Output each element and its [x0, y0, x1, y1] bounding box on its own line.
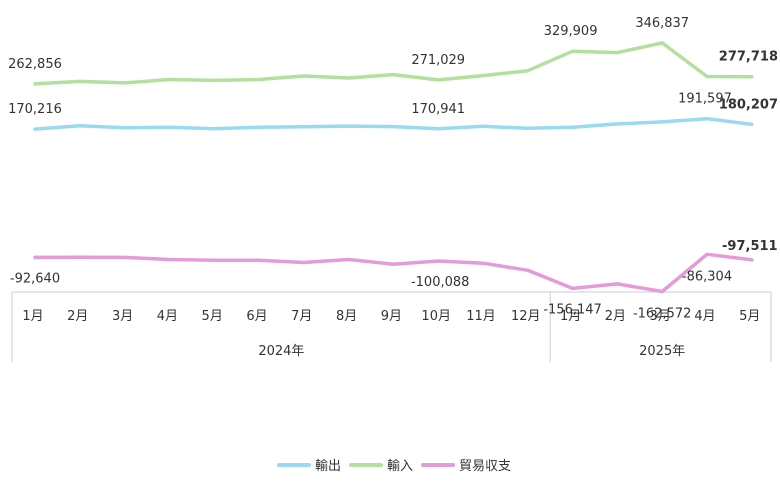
series-line-1 [33, 41, 754, 86]
x-tick-label: 7月 [291, 309, 312, 324]
legend-item: 輸入 [349, 459, 413, 474]
data-labels: 262,856 271,029 329,909 346,837 277,718 170,2… [8, 16, 778, 322]
data-label: -92,640 [10, 271, 60, 286]
legend: 輸出 輸入 貿易収支 [277, 459, 511, 474]
data-label: -97,511 [722, 239, 778, 254]
x-tick-label: 2月 [67, 309, 88, 324]
x-tick-label: 4月 [157, 309, 178, 324]
x-tick-label: 3月 [112, 309, 133, 324]
series-line-2 [33, 252, 754, 294]
data-label: 191,597 [678, 92, 732, 107]
data-label: -156,147 [543, 302, 601, 317]
x-tick-label: 4月 [694, 309, 715, 324]
x-tick-label: 8月 [336, 309, 357, 324]
series-line-0 [33, 116, 754, 131]
x-tick-label: 1月 [560, 309, 581, 324]
category-axis: 1月 2月 3月 4月 5月 6月 7月 8月 9月 10月 11月 12月 1月 2月 3月 4月 5月 202… [11, 291, 772, 362]
legend-item: 貿易収支 [421, 459, 511, 474]
data-label: 180,207 [719, 97, 778, 112]
legend-label: 輸入 [387, 459, 413, 474]
x-tick-label: 5月 [739, 309, 760, 324]
x-tick-label: 6月 [246, 309, 267, 324]
x-tick-label: 5月 [202, 309, 223, 324]
data-label: 170,216 [8, 102, 62, 117]
data-label: 329,909 [544, 24, 598, 39]
legend-label: 貿易収支 [459, 459, 511, 474]
data-label: -162,572 [633, 307, 691, 322]
x-tick-label: 2月 [605, 309, 626, 324]
year-group-label: 2025年 [639, 344, 685, 359]
x-tick-label: 3月 [650, 309, 671, 324]
data-label: -86,304 [682, 269, 732, 284]
x-tick-label: 9月 [381, 309, 402, 324]
series-lines [33, 41, 754, 294]
data-label: 170,941 [411, 102, 465, 117]
x-tick-label: 10月 [421, 309, 451, 324]
year-group-label: 2024年 [258, 344, 304, 359]
legend-label: 輸出 [315, 459, 341, 474]
data-label: -100,088 [411, 275, 469, 290]
x-tick-label: 11月 [466, 309, 496, 324]
legend-item: 輸出 [277, 459, 341, 474]
data-label: 346,837 [635, 16, 689, 31]
x-tick-label: 1月 [22, 309, 43, 324]
data-label: 262,856 [8, 57, 62, 72]
data-label: 271,029 [411, 53, 465, 68]
x-tick-label: 12月 [511, 309, 541, 324]
data-label: 277,718 [719, 50, 778, 65]
